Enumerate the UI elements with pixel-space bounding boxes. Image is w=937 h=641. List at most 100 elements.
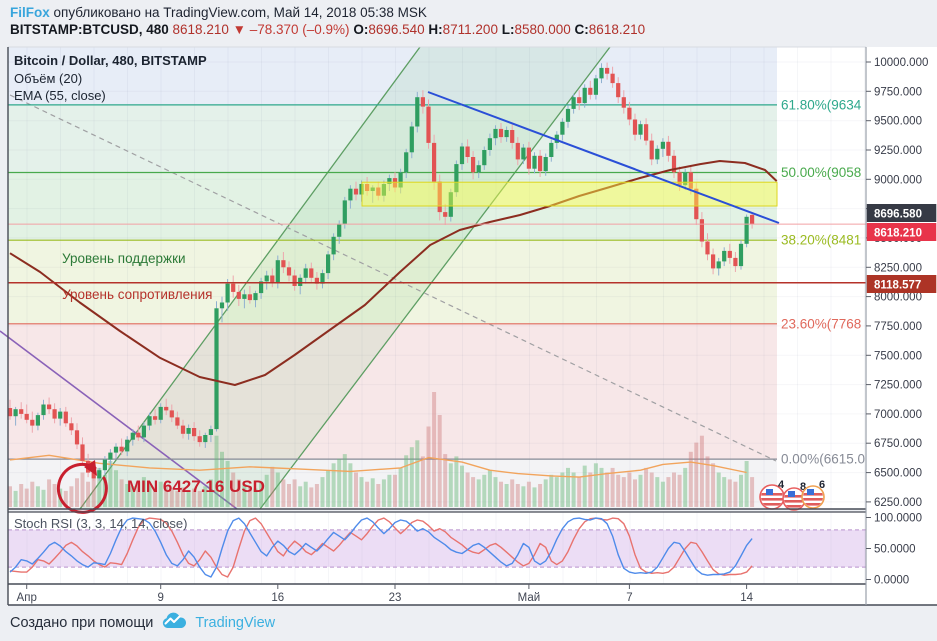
candle-body: [571, 97, 576, 109]
price-marker-text: 8118.577: [874, 280, 921, 292]
candle-body: [644, 124, 649, 141]
volume-bar: [231, 472, 236, 507]
candle-body: [197, 436, 202, 443]
time-axis-bg[interactable]: [8, 584, 866, 605]
volume-bar: [147, 484, 152, 507]
candle-body: [699, 219, 704, 242]
volume-bar: [259, 481, 264, 507]
volume-bar: [582, 465, 587, 507]
volume-bar: [526, 481, 531, 507]
volume-bar: [192, 488, 197, 507]
candle-body: [398, 172, 403, 188]
purple-downtrend-line[interactable]: [0, 330, 238, 510]
volume-bar: [326, 470, 331, 507]
candle-body: [63, 411, 68, 424]
chart-canvas[interactable]: 61.80%(9634 50.00%(9058 38.20%(8481 23.60%(…: [0, 45, 937, 641]
volume-bar: [370, 478, 375, 507]
footer: Создано при помощи TradingView: [10, 612, 275, 634]
yellow-highlight-zone[interactable]: [361, 181, 778, 207]
volume-bar: [181, 487, 185, 507]
candle-body: [208, 429, 213, 435]
candle-body: [671, 155, 677, 173]
volume-bar: [705, 456, 710, 507]
candle-body: [738, 243, 744, 267]
ascending-channel-upper-line[interactable]: [79, 46, 421, 510]
volume-bar: [443, 454, 448, 507]
min-circle-icon[interactable]: [56, 462, 108, 514]
candle-body: [225, 283, 230, 303]
candle-body: [504, 130, 509, 138]
volume-bar: [19, 484, 24, 507]
candle-body: [459, 146, 465, 165]
candle-body: [158, 406, 163, 420]
stoch-k-line: [9, 517, 753, 578]
candle-body: [286, 267, 292, 276]
candle-body: [130, 432, 135, 440]
candle-body: [169, 410, 174, 418]
volume-bar: [722, 477, 727, 507]
volume-bar: [175, 490, 180, 507]
idea-badge-count: 4: [778, 479, 785, 491]
idea-badge-count: 6: [819, 479, 825, 491]
time-tick-label: Май: [518, 592, 541, 604]
ascending-channel-lower-line[interactable]: [259, 46, 611, 510]
fib-label-0: 61.80%(9634: [781, 97, 862, 112]
stoch-tick-label: 50.0000: [874, 544, 916, 556]
volume-bar: [699, 435, 704, 507]
candle-body: [97, 470, 102, 479]
volume-bar: [63, 490, 68, 507]
fib-label-4: 0.00%(6615.0: [781, 452, 865, 467]
candle-body: [420, 97, 425, 107]
price-tick-label: 10000.000: [874, 57, 928, 69]
volume-bar: [432, 392, 437, 507]
candle-body: [599, 67, 604, 79]
candle-body: [58, 411, 63, 419]
volume-bar: [203, 486, 208, 507]
candle-body: [638, 124, 643, 135]
idea-badge-flag: [784, 491, 804, 508]
candle-body: [125, 439, 130, 452]
blue-downtrend-line[interactable]: [427, 91, 780, 224]
candle-body: [91, 472, 96, 479]
volume-bar: [610, 467, 615, 507]
candle-body: [353, 188, 359, 195]
volume-bar: [303, 481, 308, 507]
candle-body: [108, 452, 113, 460]
candle-body: [264, 275, 269, 282]
close-label: C:: [574, 22, 589, 37]
candle-body: [314, 277, 319, 284]
volume-bar: [24, 488, 29, 507]
publish-info: FilFox опубликовано на TradingView.com, …: [10, 5, 427, 20]
candle-body: [141, 425, 146, 438]
volume-bar: [359, 477, 364, 507]
candle-body: [231, 283, 236, 292]
candle-body: [565, 108, 571, 122]
price-marker: [866, 275, 937, 293]
price-tick-label: 6750.000: [874, 438, 922, 450]
candle-body: [448, 192, 453, 217]
candle-body: [716, 261, 721, 269]
candle-body: [13, 409, 18, 417]
price-axis-bg[interactable]: [866, 47, 937, 605]
volume-bar: [164, 486, 169, 507]
author-link[interactable]: FilFox: [10, 5, 50, 20]
fib-label-2: 38.20%(8481: [781, 233, 861, 248]
candle-body: [532, 155, 537, 169]
tradingview-link[interactable]: TradingView: [195, 615, 276, 631]
candle-body: [437, 181, 442, 213]
stoch-pane-bg: [8, 512, 866, 584]
volume-bar: [593, 463, 598, 507]
volume-bar: [298, 486, 303, 507]
ema-55-line[interactable]: [9, 160, 778, 386]
candle-body: [515, 142, 520, 160]
fib-label-1: 50.00%(9058: [781, 165, 861, 180]
volume-bar: [733, 481, 738, 507]
volume-bar: [393, 474, 397, 507]
stoch-d-line: [9, 517, 753, 578]
volume-bar: [136, 481, 141, 507]
volume-bar: [716, 472, 721, 507]
volume-bar: [387, 474, 392, 507]
volume-bar: [616, 474, 621, 507]
candle-body: [119, 446, 124, 452]
candle-body: [649, 140, 654, 160]
